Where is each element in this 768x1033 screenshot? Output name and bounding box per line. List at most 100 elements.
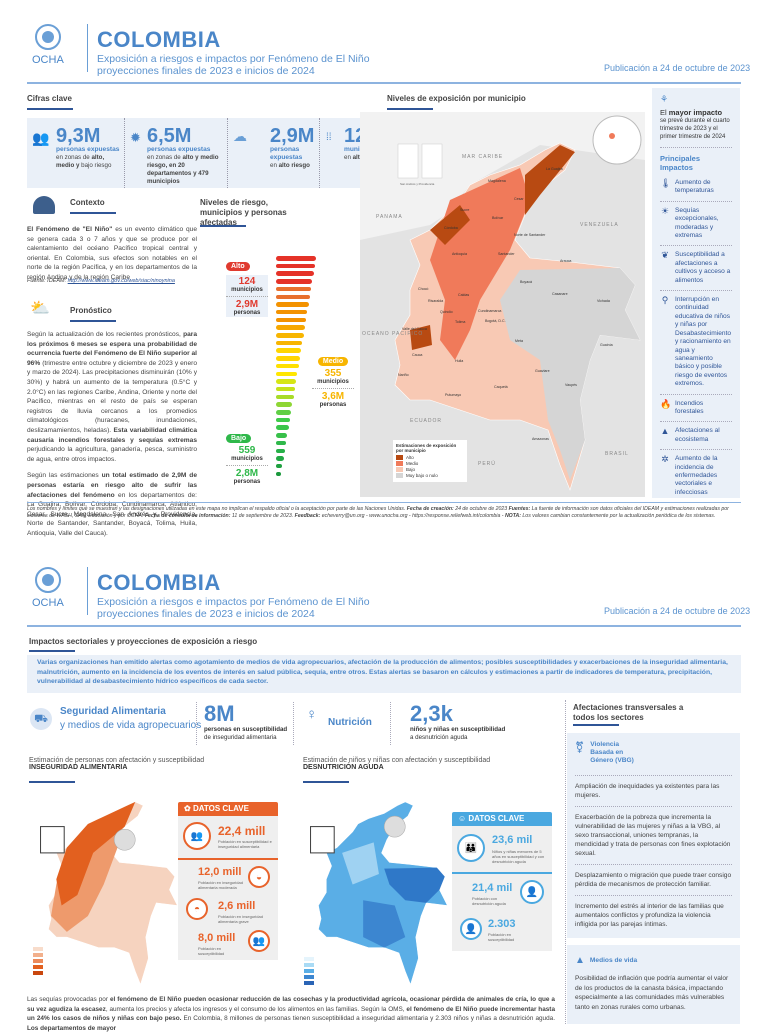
department-label: Vichada [597, 299, 610, 303]
department-label: Meta [515, 339, 523, 343]
f-c: 24 de octubre de 2023 [453, 506, 509, 512]
children-icon: 👪 [457, 834, 485, 862]
legend-item: Alto [396, 455, 464, 460]
risk-bar [276, 356, 300, 361]
level-low-pill: Bajo [226, 434, 252, 443]
food-key-value: 2,6 mill [218, 900, 256, 912]
risk-bar [276, 386, 295, 392]
key-figure-exposed: ✹ 6,5M personas expuestas en zonas de al… [125, 118, 228, 188]
risk-bar [276, 410, 291, 415]
f-f: Fecha de consulta de información: [144, 513, 231, 520]
level-high: Alto 124 municipios 2,9M personas [226, 255, 268, 317]
subtitle-line-2: proyecciones finales de 2023 e inicios d… [97, 608, 315, 620]
legend-swatch [396, 461, 403, 466]
risk-bars [276, 256, 336, 482]
label-sanandres: San Andrés y Providencia [400, 182, 435, 186]
food-high [56, 801, 136, 906]
mountain-icon: ▲ [575, 955, 585, 966]
source-link[interactable]: http://www.ideam.gov.co/web/siac/ninoyni… [67, 278, 175, 284]
context-text-body: es un evento climático que se genera cad… [27, 226, 197, 281]
food-security-subtitle: y medios de vida agropecuarios [60, 720, 202, 731]
key-figure-label: personas expuestas [270, 146, 303, 161]
nutrition-value-l1: niños y niñas en susceptibilidad [410, 726, 506, 733]
impact-label: Sequías excepcionales, moderadas y extre… [675, 206, 719, 240]
nutrition-key-main-value: 23,6 mil [492, 834, 533, 846]
nutrition-key-label: Población en susceptibilidad [488, 932, 515, 942]
un-emblem-icon [35, 24, 61, 50]
b-d: el fenómeno de El Niño puede incrementar… [27, 1005, 555, 1023]
level-high-pill: Alto [226, 262, 250, 271]
food-key-label: Población en inseguridad alimentaria mod… [198, 880, 243, 890]
department-label: Valle del Cauca [402, 327, 427, 331]
risk-bar [276, 263, 315, 269]
key-figure-label: personas expuestas [56, 146, 120, 153]
high-region-cordoba [430, 205, 470, 245]
department-label: Risaralda [428, 299, 443, 303]
key-figures-title: Cifras clave [27, 94, 72, 103]
header-divider [87, 24, 88, 72]
legend-swatch [396, 467, 403, 472]
source-label: Fuente: IDEAM: [27, 278, 67, 284]
legend-swatch [396, 455, 403, 460]
map-title: Niveles de exposición por municipio [387, 94, 526, 103]
impact-item: ▲ Afectaciones al ecosistema [660, 422, 732, 451]
legend-item: Bajo [396, 467, 464, 472]
nutrition-key-title: ☺ DATOS CLAVE [452, 812, 552, 826]
risk-bar [276, 279, 313, 284]
f-i: echeverry@un.org - www.unocha.org - http… [320, 513, 505, 520]
mother-child-icon: 👤 [520, 880, 544, 904]
level-medium-per-label: personas [319, 402, 347, 408]
risk-bar [276, 471, 281, 477]
risk-bar [276, 271, 314, 276]
divider [178, 858, 278, 860]
risk-bar [276, 325, 305, 330]
department-label: Casanare [552, 292, 568, 296]
inset-san-andres [397, 143, 419, 179]
risk-bar [276, 425, 289, 430]
transversal-underline [573, 724, 619, 726]
key-figure-value: 9,3M [56, 125, 101, 147]
nutrition-legend [304, 955, 314, 987]
impact-text: se prevé durante el cuarto trimestre de … [660, 117, 732, 148]
department-label: Putumayo [445, 393, 461, 397]
food-key-value: 8,0 mill [198, 932, 236, 944]
publication-date: Publicación a 24 de octubre de 2023 [604, 606, 751, 616]
level-low-municipios: 559 [238, 445, 256, 456]
food-legend [33, 945, 43, 977]
department-label: La Guajira [546, 167, 563, 171]
nutrition-key-label: Población con desnutrición aguda [472, 896, 506, 906]
f-b: Fecha de creación: [406, 506, 454, 512]
key-figure-value: 2,9M [270, 125, 315, 147]
legend-swatch [396, 473, 403, 478]
nutrition-value: 2,3k [410, 701, 453, 726]
crops-icon: ❦ [661, 250, 669, 261]
forecast-p1: Según la actualización de los recientes … [27, 331, 184, 338]
locator-highlight [609, 133, 615, 139]
department-label: Arauca [560, 259, 571, 263]
subtitle-line-2: proyecciones finales de 2023 e inicios d… [97, 65, 315, 77]
risk-bar [276, 394, 294, 400]
subtitle-line-1: Exposición a riesgos e impactos por Fenó… [97, 53, 370, 65]
key-figure-desc-end: bajo riesgo [81, 162, 112, 169]
department-label: Guaviare [535, 369, 550, 373]
department-label: Norte de Santander [514, 233, 546, 237]
high-region-valle [410, 325, 432, 350]
nutrition-map-caption: Estimación de niños y niñas con afectaci… [303, 757, 490, 771]
food-plate-icon: ◓ [186, 898, 208, 920]
food-key-value: 12,0 mill [198, 866, 242, 878]
b-e: En Colombia, 8 millones de personas tien… [181, 1015, 555, 1023]
footer-rule [27, 502, 741, 503]
level-medium-municipios: 355 [324, 368, 342, 379]
impact-item: 🔥 Incendios forestales [660, 395, 732, 423]
department-label: Caldas [458, 293, 469, 297]
context-text: El Fenómeno de "El Niño" es un evento cl… [27, 225, 197, 283]
fire-icon: 🔥 [660, 398, 672, 409]
level-medium-mun-label: municipios [317, 379, 349, 385]
key-figure-desc-bold: alto y medio [182, 154, 219, 161]
risk-bar [276, 402, 293, 407]
weather-icon: ☁ [233, 128, 247, 144]
risk-bar [276, 433, 288, 438]
department-label: Cundinamarca [478, 309, 501, 313]
risk-bar [276, 286, 311, 292]
vbg-item: Incremento del estrés al interior de las… [575, 895, 732, 935]
